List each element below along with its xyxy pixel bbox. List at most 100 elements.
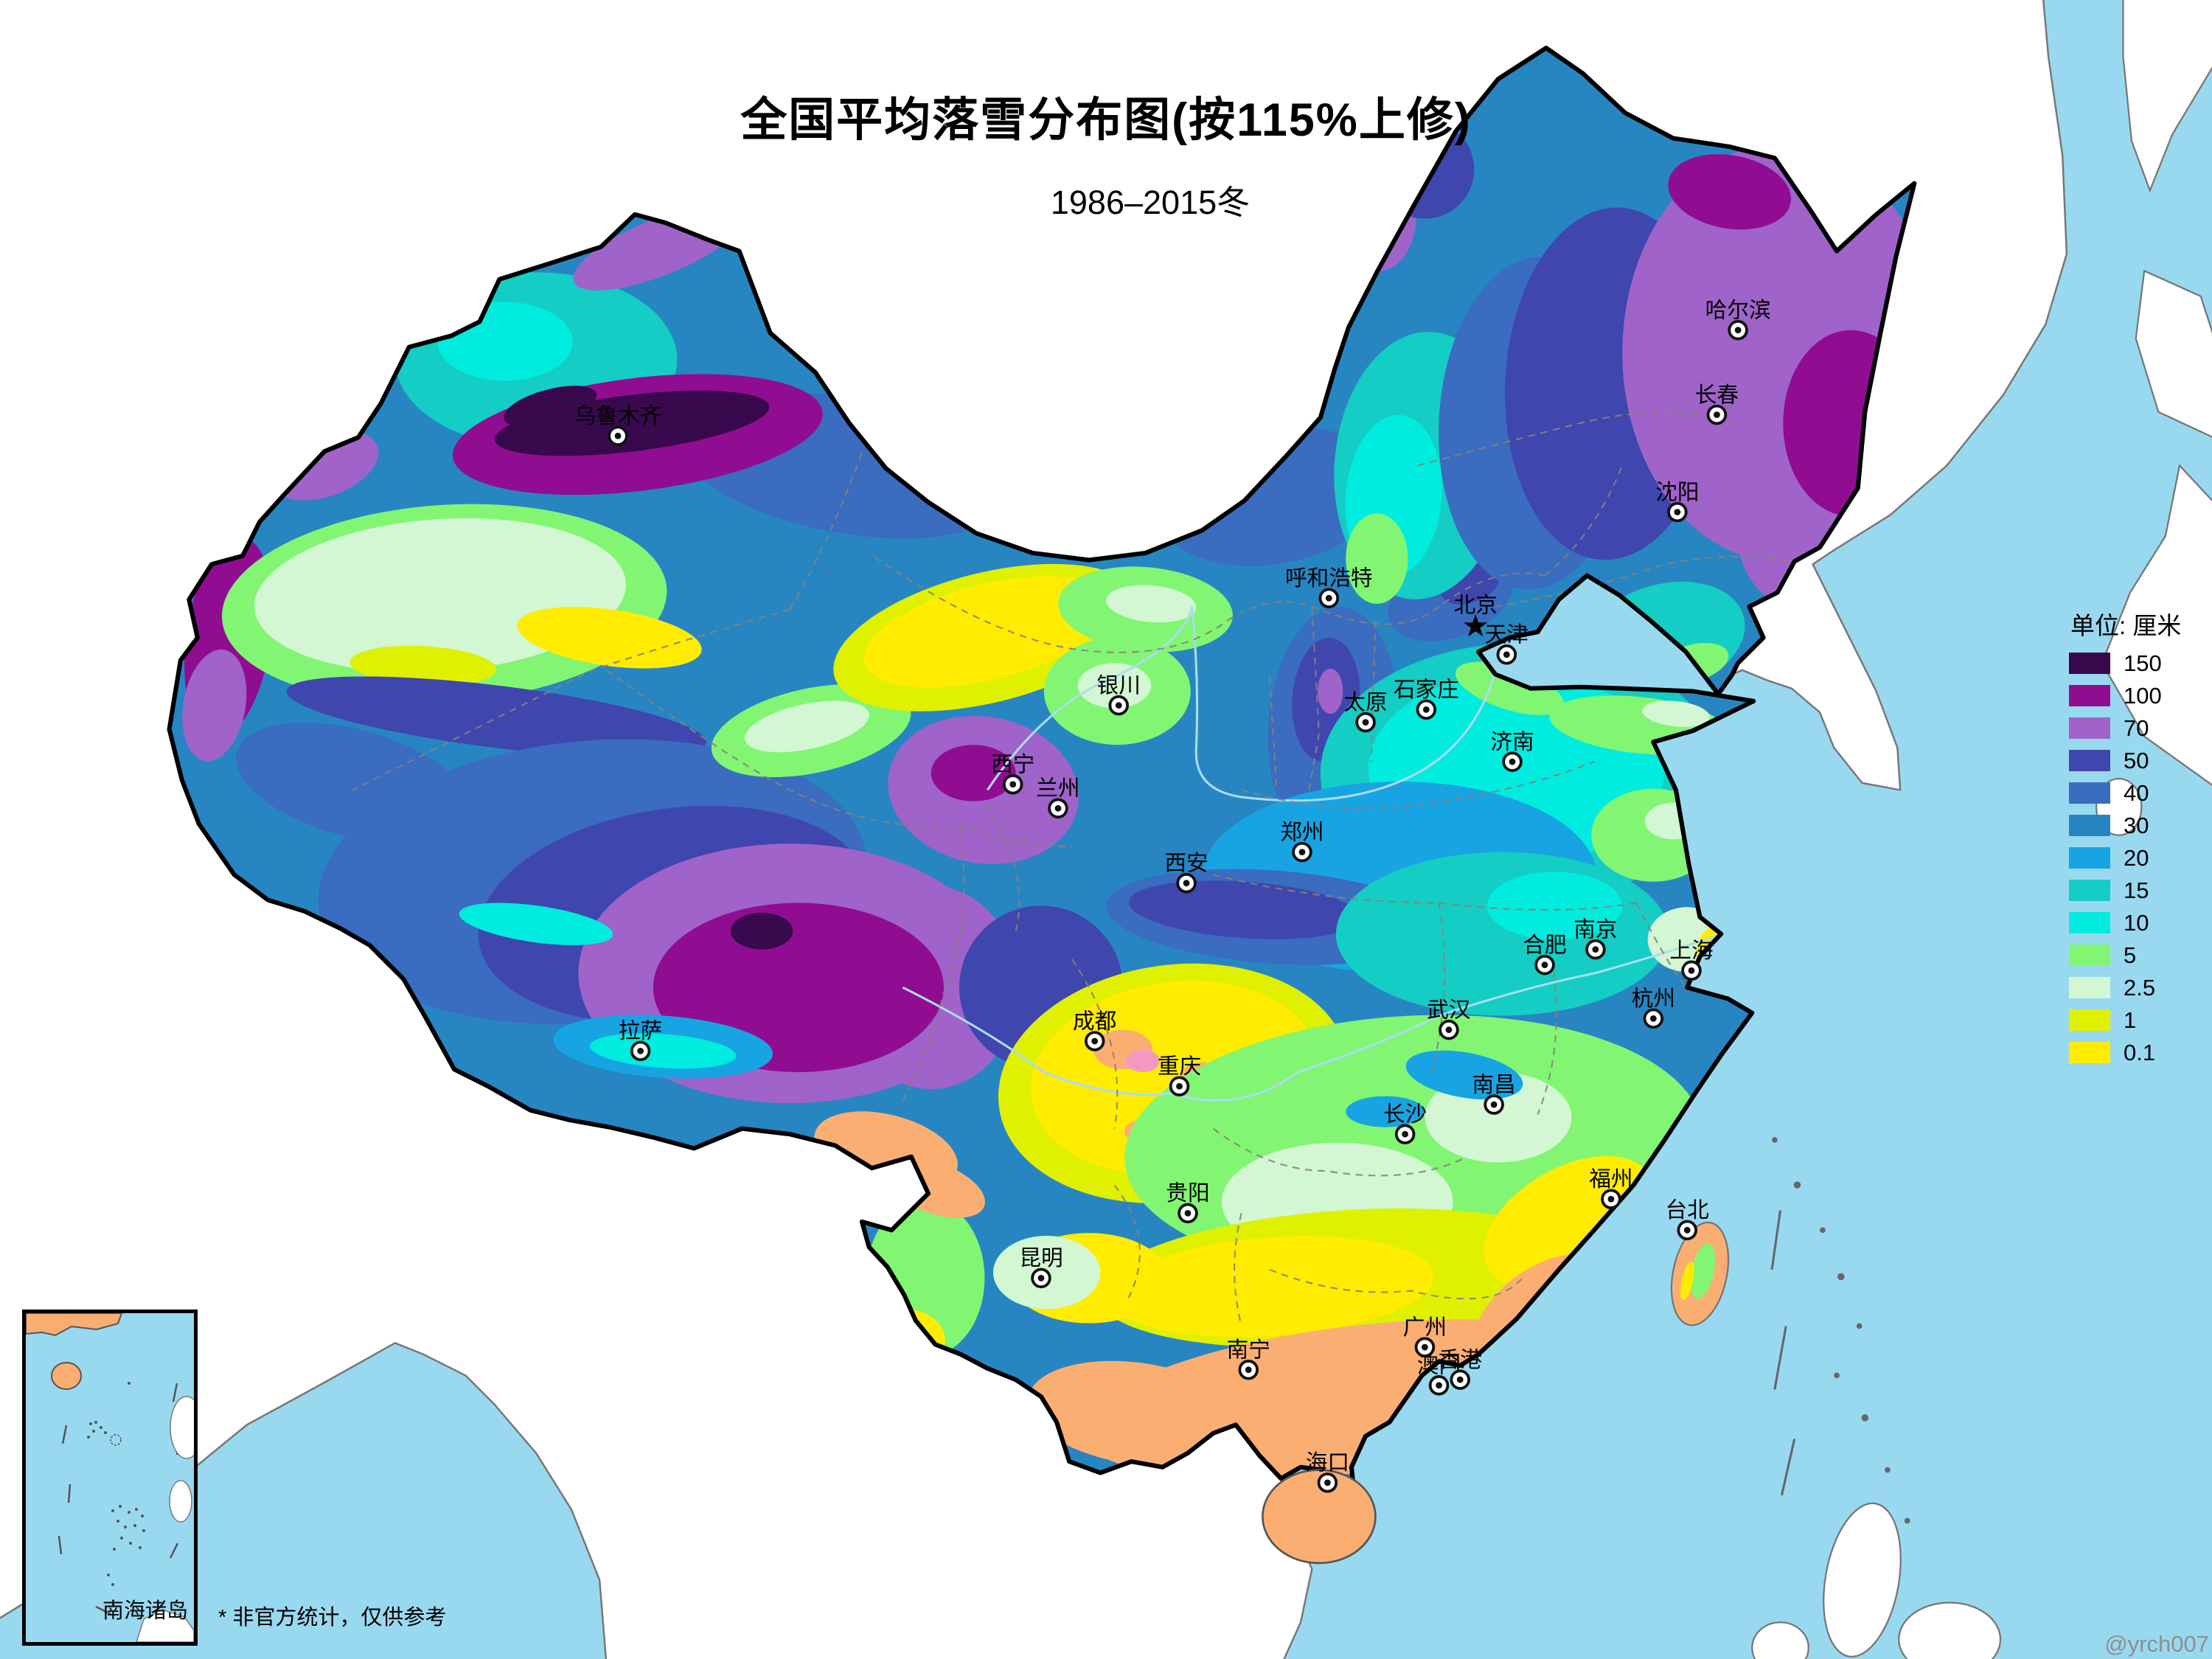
city-哈尔滨: 哈尔滨 xyxy=(1705,298,1771,341)
legend-swatch xyxy=(2069,750,2110,771)
city-label: 济南 xyxy=(1490,730,1534,754)
inset-philippines xyxy=(136,1396,194,1642)
city-沈阳: 沈阳 xyxy=(1655,480,1700,523)
city-福州: 福州 xyxy=(1589,1167,1633,1210)
legend-row-20: 20 xyxy=(2069,846,2181,869)
legend-row-5: 5 xyxy=(2069,944,2181,967)
city-marker-dot xyxy=(1422,706,1430,713)
city-label: 合肥 xyxy=(1523,933,1566,957)
city-marker-dot xyxy=(1324,1479,1331,1486)
legend-row-0.1: 0.1 xyxy=(2069,1041,2181,1064)
city-label: 广州 xyxy=(1403,1315,1447,1340)
city-label: 郑州 xyxy=(1280,820,1324,844)
city-marker-dot xyxy=(1541,961,1548,969)
legend-row-50: 50 xyxy=(2069,749,2181,772)
city-label: 天津 xyxy=(1485,623,1528,647)
city-label: 呼和浩特 xyxy=(1285,566,1373,591)
city-香港: 香港 xyxy=(1439,1348,1483,1390)
city-marker-dot xyxy=(1714,411,1720,418)
outer-islands xyxy=(1751,0,2212,1659)
city-marker-dot xyxy=(1688,967,1695,974)
city-label: 太原 xyxy=(1343,690,1387,714)
capital-star-marker: ★ xyxy=(1461,608,1489,643)
city-marker-dot xyxy=(1245,1366,1252,1374)
city-marker-dot xyxy=(1592,946,1599,953)
city-marker-dot xyxy=(1683,1226,1691,1234)
inset-hainan xyxy=(51,1362,82,1390)
city-label: 南宁 xyxy=(1227,1338,1270,1363)
city-marker-dot xyxy=(1298,849,1306,856)
city-label: 南京 xyxy=(1573,917,1617,942)
legend-label: 150 xyxy=(2124,650,2162,676)
city-label: 北京 xyxy=(1454,593,1498,617)
city-marker-dot xyxy=(1421,1343,1428,1351)
legend: 单位: 厘米 150 100 70 50 40 30 20 15 10 5 2.5 1 0.1 xyxy=(2069,606,2181,1074)
legend-swatch xyxy=(2069,1009,2110,1031)
city-上海: 上海 xyxy=(1669,939,1714,981)
city-marker-dot xyxy=(1445,1026,1453,1034)
city-杭州: 杭州 xyxy=(1632,987,1675,1029)
legend-swatch xyxy=(2069,653,2110,674)
legend-label: 20 xyxy=(2124,845,2149,871)
city-label: 石家庄 xyxy=(1394,678,1459,702)
city-重庆: 重庆 xyxy=(1158,1054,1201,1096)
city-marker-dot xyxy=(1325,594,1332,602)
city-marker-dot xyxy=(1362,719,1369,726)
legend-swatch xyxy=(2069,685,2110,706)
city-marker-dot xyxy=(1115,702,1122,709)
inset-mainland xyxy=(26,1313,123,1337)
city-label: 西宁 xyxy=(991,753,1034,777)
city-label: 贵阳 xyxy=(1166,1181,1209,1206)
city-label: 长春 xyxy=(1695,383,1739,407)
yangtze-river xyxy=(902,934,1719,1102)
legend-label: 15 xyxy=(2124,877,2149,903)
legend-row-2.5: 2.5 xyxy=(2069,976,2181,999)
city-label: 沈阳 xyxy=(1655,480,1699,504)
city-成都: 成都 xyxy=(1073,1009,1116,1051)
city-西宁: 西宁 xyxy=(991,753,1034,795)
city-乌鲁木齐: 乌鲁木齐 xyxy=(574,404,661,446)
legend-swatch xyxy=(2069,945,2110,966)
footnote: * 非官方统计，仅供参考 xyxy=(218,1606,447,1630)
legend-label: 5 xyxy=(2124,942,2137,968)
city-长春: 长春 xyxy=(1695,383,1739,425)
taiwan-shape xyxy=(1670,1221,1730,1326)
legend-swatch xyxy=(2069,847,2110,869)
china-border xyxy=(167,45,1917,1523)
legend-swatch xyxy=(2069,977,2110,998)
legend-label: 1 xyxy=(2124,1007,2137,1033)
city-marker-dot xyxy=(637,1047,644,1054)
city-label: 成都 xyxy=(1073,1009,1116,1034)
city-呼和浩特: 呼和浩特 xyxy=(1285,566,1373,608)
city-label: 海口 xyxy=(1306,1451,1349,1475)
legend-row-30: 30 xyxy=(2069,814,2181,837)
city-澳门: 澳门 xyxy=(1417,1354,1461,1396)
city-label: 南昌 xyxy=(1472,1073,1515,1097)
legend-row-10: 10 xyxy=(2069,911,2181,934)
legend-row-70: 70 xyxy=(2069,717,2181,740)
city-北京: ★北京 xyxy=(1454,593,1498,643)
city-广州: 广州 xyxy=(1403,1315,1447,1357)
city-label: 银川 xyxy=(1097,673,1141,698)
city-label: 兰州 xyxy=(1036,776,1079,801)
city-南宁: 南宁 xyxy=(1227,1338,1270,1380)
city-济南: 济南 xyxy=(1490,730,1534,772)
legend-row-100: 100 xyxy=(2069,684,2181,707)
legend-title: 单位: 厘米 xyxy=(2070,612,2182,639)
legend-label: 100 xyxy=(2124,683,2162,709)
city-label: 西安 xyxy=(1164,851,1208,875)
city-marker-dot xyxy=(1674,509,1681,515)
legend-swatch xyxy=(2069,815,2110,836)
city-marker-dot xyxy=(1509,758,1516,765)
city-label: 台北 xyxy=(1666,1198,1709,1222)
city-marker-dot xyxy=(1402,1130,1409,1138)
legend-row-15: 15 xyxy=(2069,879,2181,902)
legend-row-1: 1 xyxy=(2069,1009,2181,1032)
city-太原: 太原 xyxy=(1343,690,1388,733)
city-marker-dot xyxy=(1734,327,1742,334)
city-label: 香港 xyxy=(1439,1348,1483,1372)
legend-swatch xyxy=(2069,880,2110,901)
legend-items: 150 100 70 50 40 30 20 15 10 5 2.5 1 0.1 xyxy=(2069,652,2181,1064)
